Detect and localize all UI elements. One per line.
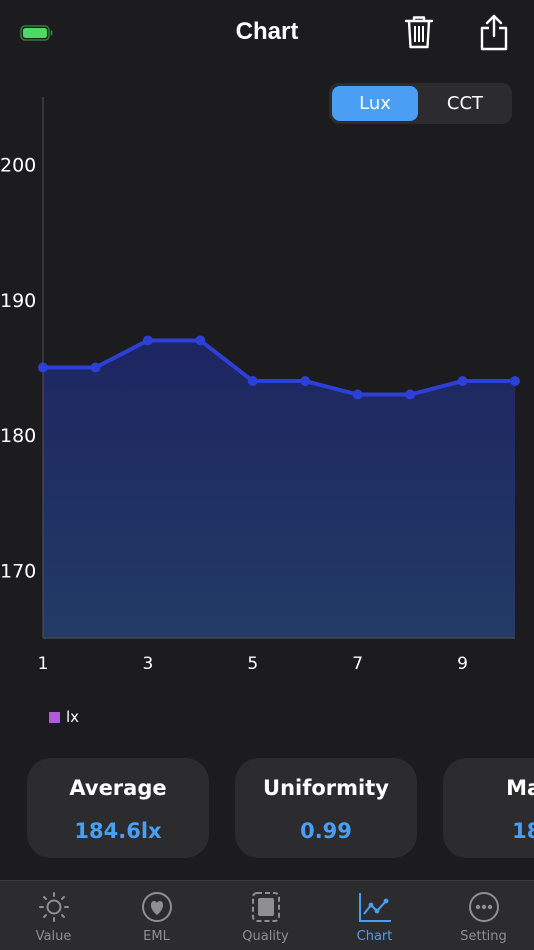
stat-value: 184.6lx bbox=[74, 819, 162, 843]
stat-card-maximum[interactable]: Maxi 187 bbox=[443, 758, 534, 858]
y-tick-label: 190 bbox=[0, 290, 36, 312]
legend-swatch bbox=[49, 711, 60, 723]
tab-label: EML bbox=[143, 929, 170, 944]
heart-icon bbox=[142, 892, 172, 922]
data-point bbox=[352, 389, 363, 400]
tab-label: Value bbox=[35, 929, 72, 944]
series-line bbox=[43, 338, 515, 397]
stat-title: Average bbox=[69, 776, 167, 800]
stat-title: Maxi bbox=[506, 776, 534, 800]
legend-label: lx bbox=[66, 708, 80, 726]
data-point bbox=[38, 362, 48, 373]
stat-value: 0.99 bbox=[300, 819, 352, 843]
y-tick-label: 180 bbox=[0, 425, 36, 447]
data-point bbox=[457, 376, 468, 387]
segment-lux[interactable]: Lux bbox=[332, 86, 418, 121]
square-icon bbox=[252, 892, 280, 922]
chart-icon bbox=[359, 893, 391, 922]
stat-title: Uniformity bbox=[263, 776, 389, 800]
data-point bbox=[247, 376, 258, 387]
data-point bbox=[195, 335, 206, 346]
unit-segmented-control: Lux CCT bbox=[329, 83, 512, 124]
tab-label: Quality bbox=[242, 929, 289, 944]
tab-chart[interactable]: Chart bbox=[321, 881, 428, 950]
x-tick-label: 1 bbox=[38, 654, 49, 674]
trash-icon bbox=[404, 16, 434, 49]
x-tick-label: 7 bbox=[352, 654, 363, 674]
tab-setting[interactable]: Setting bbox=[430, 881, 534, 950]
tab-bar: Value EML Quality Chart Setti bbox=[0, 880, 534, 950]
header: Chart bbox=[0, 0, 534, 70]
stat-card-uniformity[interactable]: Uniformity 0.99 bbox=[235, 758, 417, 858]
data-point bbox=[90, 362, 101, 373]
x-tick-label: 5 bbox=[247, 654, 258, 674]
segment-cct[interactable]: CCT bbox=[446, 93, 484, 114]
chart-legend: lx bbox=[49, 708, 79, 726]
tab-eml[interactable]: EML bbox=[103, 881, 210, 950]
series-area bbox=[43, 340, 515, 638]
x-tick-label: 9 bbox=[457, 654, 468, 674]
data-point bbox=[142, 335, 153, 346]
y-tick-label: 170 bbox=[0, 560, 36, 582]
stat-card-average[interactable]: Average 184.6lx bbox=[27, 758, 209, 858]
stat-value: 187 bbox=[512, 819, 534, 843]
data-point bbox=[510, 376, 520, 387]
tab-value[interactable]: Value bbox=[0, 881, 107, 950]
share-button[interactable] bbox=[474, 10, 514, 54]
battery-full-icon bbox=[20, 25, 53, 41]
ellipsis-icon bbox=[469, 892, 499, 922]
tab-label: Chart bbox=[356, 929, 393, 944]
tab-label: Setting bbox=[460, 929, 507, 944]
stats-carousel[interactable]: Average 184.6lx Uniformity 0.99 Maxi 187 bbox=[0, 758, 534, 858]
x-tick-label: 3 bbox=[142, 654, 153, 674]
tab-quality[interactable]: Quality bbox=[212, 881, 319, 950]
lux-area-chart: 200 190 180 170 1 3 5 7 9 bbox=[0, 97, 520, 674]
data-point bbox=[405, 389, 416, 400]
data-point bbox=[300, 376, 311, 387]
share-icon bbox=[480, 14, 508, 51]
page-title: Chart bbox=[235, 18, 299, 45]
sun-icon bbox=[39, 892, 69, 922]
delete-button[interactable] bbox=[399, 10, 439, 54]
y-tick-label: 200 bbox=[0, 155, 36, 177]
